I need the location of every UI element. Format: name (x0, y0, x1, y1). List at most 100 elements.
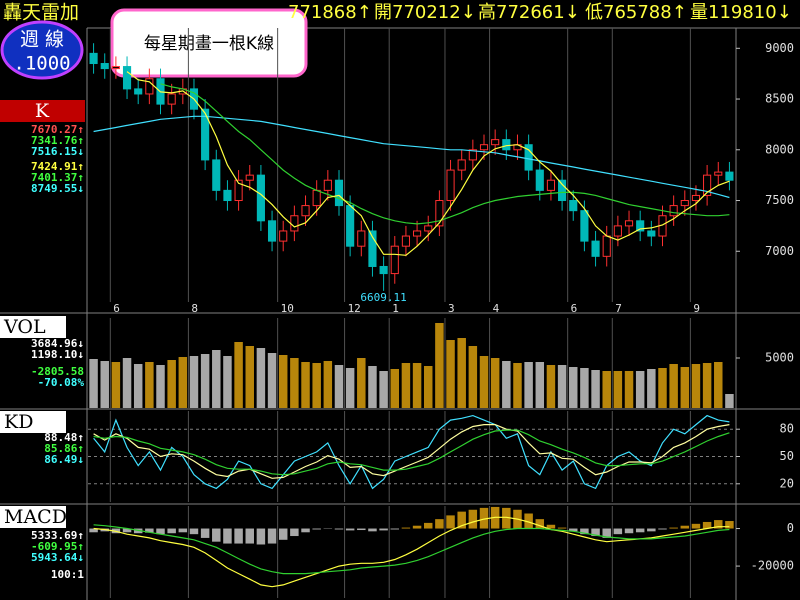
x-tick-label: 12 (348, 302, 361, 315)
candle-body (680, 200, 689, 207)
x-tick-label: 10 (281, 302, 294, 315)
bar (669, 364, 678, 408)
bar (635, 528, 645, 533)
bar (714, 520, 723, 529)
x-tick-label: 7 (615, 302, 622, 315)
y-tick-label: 5000 (765, 351, 794, 365)
readout: 100:1 (51, 568, 84, 581)
candle-body (524, 144, 533, 171)
quote: 量119810↓ (690, 2, 792, 23)
candle-body (368, 230, 377, 267)
bar (535, 519, 545, 529)
readout: 7670.27↑ (31, 123, 84, 136)
candle-body (535, 169, 544, 191)
candle-body (457, 159, 466, 171)
bar (524, 513, 533, 529)
bar (412, 363, 422, 408)
bar (468, 509, 478, 529)
bar (357, 358, 366, 408)
bar (334, 365, 344, 408)
bar (167, 528, 176, 534)
y-tick-label: 20 (780, 476, 794, 490)
candle-body (424, 225, 433, 232)
bar (691, 364, 701, 408)
readout: 1198.10↓ (31, 348, 84, 361)
bar (357, 528, 366, 531)
bar (223, 528, 232, 544)
y-tick-label: 8500 (765, 92, 794, 106)
candle-body (580, 210, 589, 242)
bar (435, 519, 444, 529)
x-tick-label: 1 (392, 302, 399, 315)
candle-body (212, 159, 221, 191)
readout: 5943.64↓ (31, 551, 84, 564)
bar (435, 323, 444, 408)
bar (312, 528, 321, 530)
bar (122, 528, 132, 533)
bar (613, 528, 623, 535)
panel-title: K (35, 100, 50, 122)
bar (412, 525, 422, 529)
bar (725, 394, 734, 408)
x-tick-label: 6 (571, 302, 578, 315)
bar (658, 528, 667, 530)
bar (401, 363, 411, 408)
panel-title: MACD (4, 506, 67, 528)
bar (513, 363, 522, 408)
readout: 7341.76↑ (31, 134, 84, 147)
candle-body (167, 93, 176, 105)
candle-body (669, 205, 678, 217)
x-tick-label: 6 (113, 302, 120, 315)
bar (591, 528, 600, 537)
bar (401, 527, 411, 529)
line-series (93, 524, 730, 575)
panel-title-box (0, 100, 85, 122)
quote: 771868↑ (288, 2, 372, 23)
annotation: 6609.11 (360, 291, 406, 304)
readout: 3684.96↓ (31, 337, 84, 350)
bar (245, 528, 254, 544)
bar (602, 528, 611, 538)
badge-period: 週 線 (20, 29, 64, 51)
bar (557, 527, 567, 529)
bar (714, 362, 723, 408)
bar (702, 363, 712, 408)
bar (479, 356, 489, 408)
bar (725, 521, 734, 529)
readout: 7401.37↑ (31, 171, 84, 184)
badge-value: .1000 (13, 53, 70, 75)
bar (178, 357, 188, 408)
line-series (93, 414, 730, 490)
bar (390, 528, 400, 530)
quote: 高772661↓ (478, 2, 580, 23)
readout: 88.48↑ (44, 431, 84, 444)
bar (613, 371, 623, 408)
candle-body (346, 205, 355, 247)
candle-body (613, 225, 622, 237)
readout: 7516.15↓ (31, 145, 84, 158)
bar (245, 346, 254, 408)
bar (189, 356, 199, 408)
readout: 5333.69↑ (31, 529, 84, 542)
bar (691, 523, 701, 529)
bar (580, 368, 589, 408)
bar (635, 371, 645, 408)
bar (122, 358, 132, 408)
y-tick-label: 9000 (765, 41, 794, 55)
bar (234, 342, 243, 408)
candle-body (279, 230, 288, 242)
candle-body (468, 149, 477, 161)
bar (133, 364, 143, 408)
x-tick-label: 3 (448, 302, 455, 315)
bar (345, 528, 355, 531)
line-series (160, 83, 730, 225)
readout: 86.49↓ (44, 453, 84, 466)
quote: 開770212↓ (374, 2, 476, 23)
candle-body (546, 179, 556, 191)
bar (569, 528, 578, 532)
bar (345, 368, 355, 408)
candle-body (691, 194, 701, 202)
bar (446, 515, 455, 529)
bar (290, 528, 299, 537)
